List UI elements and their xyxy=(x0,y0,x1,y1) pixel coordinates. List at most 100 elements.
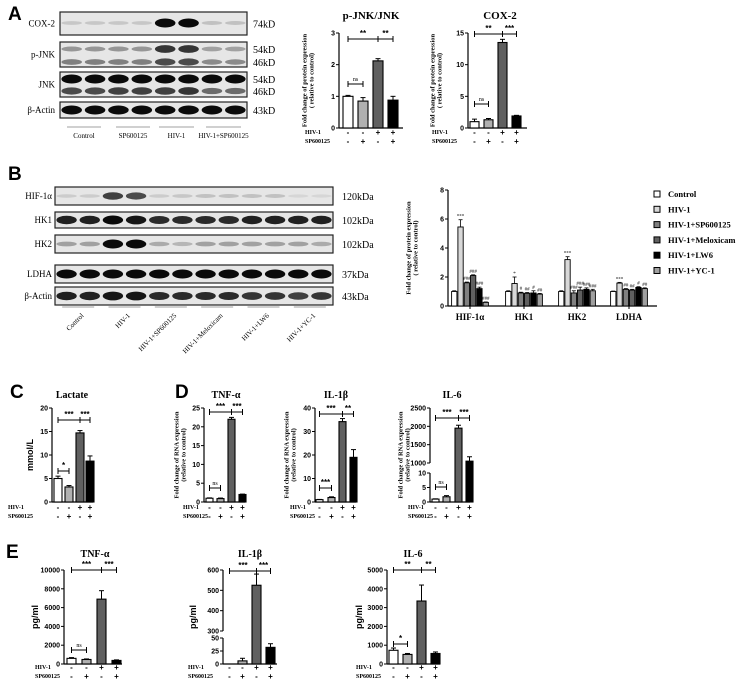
blot-band xyxy=(264,215,286,225)
condition-row-label: SP600125 xyxy=(356,674,381,680)
y-tick-label: 0 xyxy=(440,304,444,311)
bar xyxy=(431,498,440,503)
blot-b-0 xyxy=(54,186,334,206)
condition-mark: - xyxy=(392,663,395,672)
blot-band xyxy=(288,269,309,279)
condition-mark: + xyxy=(67,512,72,521)
legend-swatch xyxy=(653,251,661,259)
legend-swatch xyxy=(653,190,661,198)
chart-title: IL-1β xyxy=(324,390,348,401)
condition-mark: + xyxy=(351,512,356,521)
y-tick-label: 3 xyxy=(331,31,335,38)
blot-size-label: 102kDa xyxy=(342,240,374,251)
condition-mark: + xyxy=(340,503,345,512)
blot-band xyxy=(178,58,199,66)
y-tick-label: 0 xyxy=(44,500,48,507)
legend-label: HIV-1+YC-1 xyxy=(668,266,715,276)
blot-band xyxy=(241,241,263,247)
condition-mark: + xyxy=(376,128,381,137)
blot-size-label: 54kD xyxy=(253,75,275,86)
blot-band xyxy=(61,46,82,52)
y-tick-label: 10000 xyxy=(41,568,61,575)
bar xyxy=(85,460,95,503)
y-axis-label: Fold change of RNA expression xyxy=(174,411,181,498)
condition-mark: + xyxy=(391,137,396,146)
blot-band xyxy=(108,105,129,115)
blot-band xyxy=(154,18,176,28)
blot-frame xyxy=(54,211,334,229)
blot-group-label: Control xyxy=(65,312,86,333)
significance-label: ### xyxy=(570,286,578,291)
condition-mark: + xyxy=(467,503,472,512)
panel-label-e: E xyxy=(6,542,19,563)
condition-mark: - xyxy=(347,137,350,146)
blot-size-label: 120kDa xyxy=(342,192,374,203)
significance-label: ### xyxy=(482,297,490,302)
bar xyxy=(64,486,74,503)
condition-mark: + xyxy=(444,512,449,521)
y-tick-label: 5 xyxy=(44,476,48,483)
y-tick-label: 10 xyxy=(40,453,48,460)
condition-mark: + xyxy=(84,672,89,681)
significance-label: ### xyxy=(576,282,584,287)
bar xyxy=(482,301,489,307)
bar xyxy=(530,292,537,307)
condition-mark: - xyxy=(434,512,437,521)
y-tick-label: 2000 xyxy=(410,424,426,431)
condition-mark: + xyxy=(254,663,259,672)
blot-band xyxy=(178,45,199,53)
bar xyxy=(327,496,336,503)
y-tick-label: 0 xyxy=(379,662,383,669)
blot-band xyxy=(131,105,153,115)
significance-label: ** xyxy=(382,29,389,38)
bar xyxy=(53,477,63,503)
bar xyxy=(524,292,531,307)
legend-swatch xyxy=(653,267,661,274)
blot-band xyxy=(56,291,77,301)
significance-label: *** xyxy=(505,24,515,33)
blot-frame xyxy=(54,286,334,306)
y-tick-label: 5 xyxy=(196,481,200,488)
legend-swatch xyxy=(653,205,661,213)
blot-band xyxy=(201,74,223,84)
bar xyxy=(205,497,214,503)
condition-mark: - xyxy=(228,663,231,672)
blot-band xyxy=(79,291,100,301)
blot-band xyxy=(84,87,106,95)
blot-band xyxy=(172,215,193,225)
bar xyxy=(442,496,451,503)
blot-band xyxy=(195,269,216,279)
bar xyxy=(483,119,494,129)
blot-group-label: HIV-1+YC-1 xyxy=(285,311,317,343)
blot-band xyxy=(311,215,332,225)
condition-mark: + xyxy=(268,672,273,681)
y-axis-label: ( relative to control) xyxy=(309,53,316,108)
bar xyxy=(342,95,354,129)
significance-label: *** xyxy=(442,408,452,417)
y-tick-label: 4 xyxy=(440,246,444,253)
bar xyxy=(265,646,276,665)
condition-mark: - xyxy=(341,512,344,521)
y-tick-label: 30 xyxy=(303,429,311,436)
significance-label: *** xyxy=(216,402,226,411)
condition-mark: - xyxy=(100,672,103,681)
blot-band xyxy=(108,21,129,25)
blot-group-label: SP600125 xyxy=(119,132,148,140)
condition-mark: - xyxy=(68,503,71,512)
significance-label: ### xyxy=(476,282,484,287)
significance-label: ** xyxy=(404,560,411,569)
significance-label: *** xyxy=(64,410,74,419)
blot-b-1 xyxy=(54,211,334,229)
condition-mark: - xyxy=(255,672,258,681)
significance-label: # xyxy=(532,286,535,291)
blot-group-label: HIV-1+SP600125 xyxy=(198,132,249,140)
condition-mark: - xyxy=(392,672,395,681)
y-tick-label: 6 xyxy=(440,217,444,224)
y-tick-label: 20 xyxy=(192,424,200,431)
legend-label: HIV-1+Meloxicam xyxy=(668,235,735,245)
bar xyxy=(454,427,463,503)
bar xyxy=(536,293,543,307)
bar xyxy=(629,289,636,307)
x-tick-label: LDHA xyxy=(616,312,643,322)
chart-title: IL-6 xyxy=(404,549,423,560)
